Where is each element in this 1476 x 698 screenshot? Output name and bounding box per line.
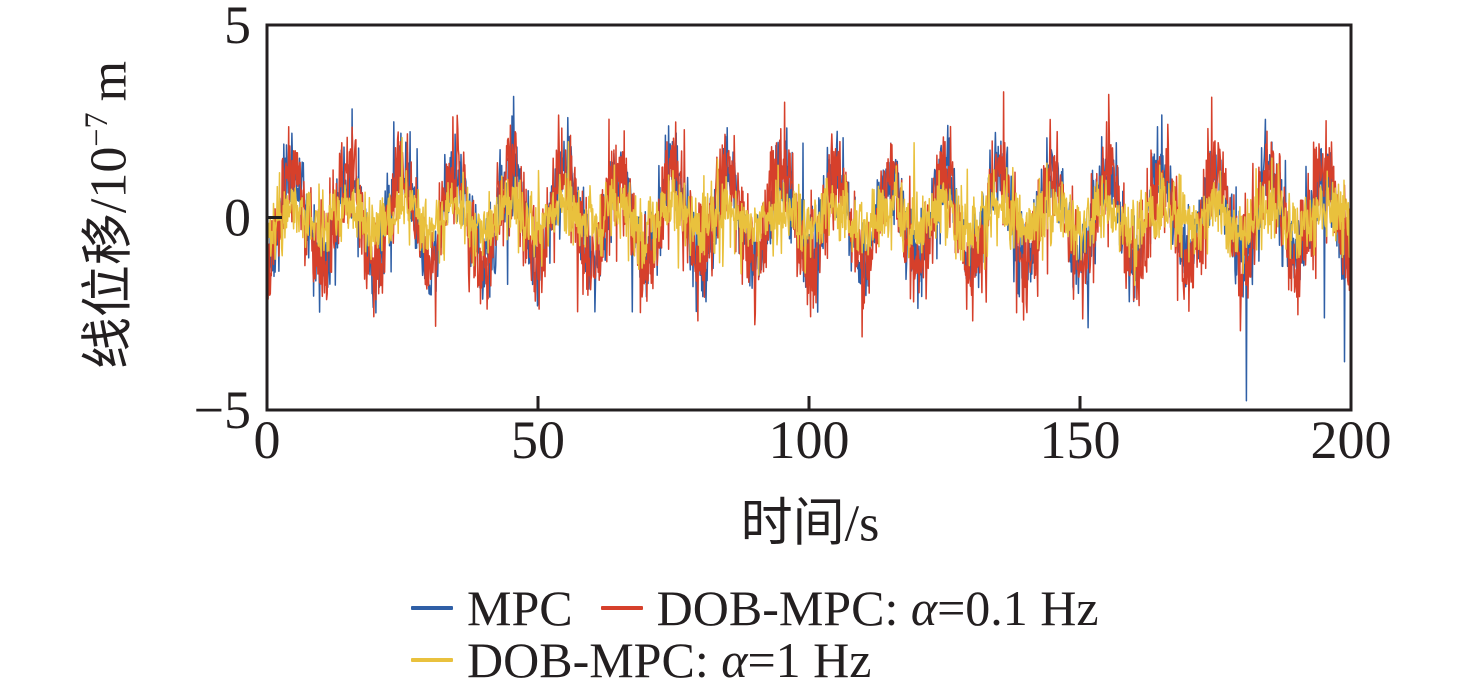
legend-line-swatch-mpc: [411, 606, 453, 610]
y-axis-label-unit: m: [80, 60, 138, 102]
axes-box: [265, 23, 1353, 412]
legend-item-dob-mpc-01hz: DOB-MPC: α=0.1 Hz: [600, 579, 1099, 637]
x-tick-label: 0: [254, 410, 281, 470]
legend-line-swatch-dob-mpc-1hz: [411, 658, 453, 662]
x-tick-label: 200: [1311, 410, 1392, 470]
y-axis-label: 线位移/10−7 m: [66, 61, 141, 369]
legend-row-1: MPC DOB-MPC: α=0.1 Hz: [411, 579, 1127, 637]
legend-label-dob-mpc-1hz: DOB-MPC: α=1 Hz: [467, 632, 872, 688]
legend-label-dob-mpc-01hz: DOB-MPC: α=0.1 Hz: [656, 580, 1099, 636]
series-line-2: [267, 136, 1351, 287]
legend-row-2: DOB-MPC: α=1 Hz: [411, 631, 899, 689]
y-tick-label: 5: [224, 0, 251, 55]
legend-item-dob-mpc-1hz: DOB-MPC: α=1 Hz: [411, 631, 871, 689]
x-tick-label: 50: [511, 410, 565, 470]
x-tick-label: 100: [769, 410, 850, 470]
legend-label-mpc: MPC: [467, 580, 573, 636]
legend-line-swatch-dob-mpc-01hz: [600, 606, 643, 610]
y-axis-label-base: 线位移/10: [80, 146, 138, 370]
y-tick-label: 0: [224, 188, 251, 248]
y-tick-label: −5: [194, 380, 251, 440]
y-axis-label-exponent: −7: [78, 112, 115, 147]
x-tick-label: 150: [1040, 410, 1121, 470]
legend-item-mpc: MPC: [411, 579, 573, 637]
legend: MPC DOB-MPC: α=0.1 Hz DOB-MPC: α=1 Hz: [411, 579, 1127, 689]
x-axis-label: 时间/s: [740, 495, 880, 553]
